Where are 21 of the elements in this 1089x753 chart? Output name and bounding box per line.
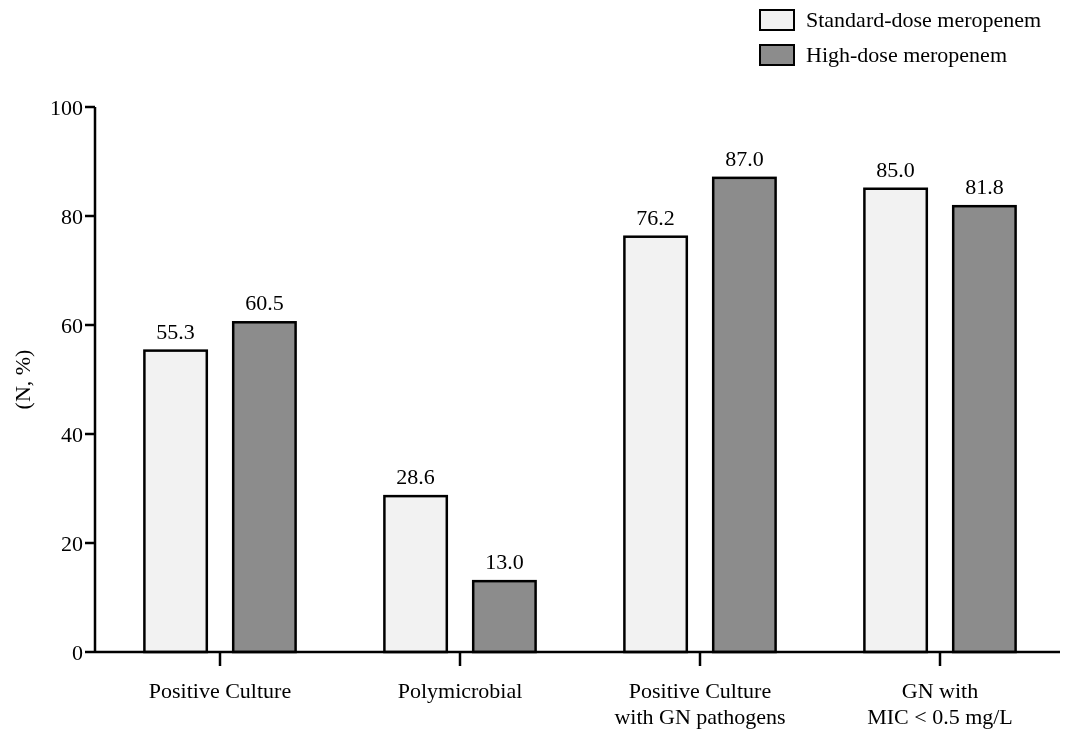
data-label: 76.2: [636, 204, 675, 230]
data-label: 55.3: [156, 318, 195, 344]
data-label: 28.6: [396, 464, 435, 490]
data-label: 60.5: [245, 290, 284, 316]
data-label: 81.8: [965, 174, 1004, 200]
y-tick-label: 100: [50, 94, 83, 120]
x-tick-label: Polymicrobial: [397, 678, 523, 703]
legend-label: Standard-dose meropenem: [806, 7, 1042, 32]
data-label: 85.0: [876, 156, 915, 182]
x-tick-label: Positive Culture: [148, 678, 292, 703]
y-axis-title: (N, %): [10, 349, 35, 410]
y-tick-label: 40: [61, 421, 83, 447]
x-tick-label: Positive Culture with GN pathogens: [614, 678, 786, 729]
legend-label: High-dose meropenem: [806, 42, 1007, 67]
y-tick-label: 60: [61, 312, 83, 338]
y-tick-label: 80: [61, 203, 83, 229]
y-tick-label: 20: [61, 530, 83, 556]
x-tick-label: GN with MIC < 0.5 mg/L: [867, 678, 1013, 729]
data-label: 87.0: [725, 145, 764, 171]
y-tick-label: 0: [72, 639, 83, 665]
data-label: 13.0: [485, 549, 524, 575]
